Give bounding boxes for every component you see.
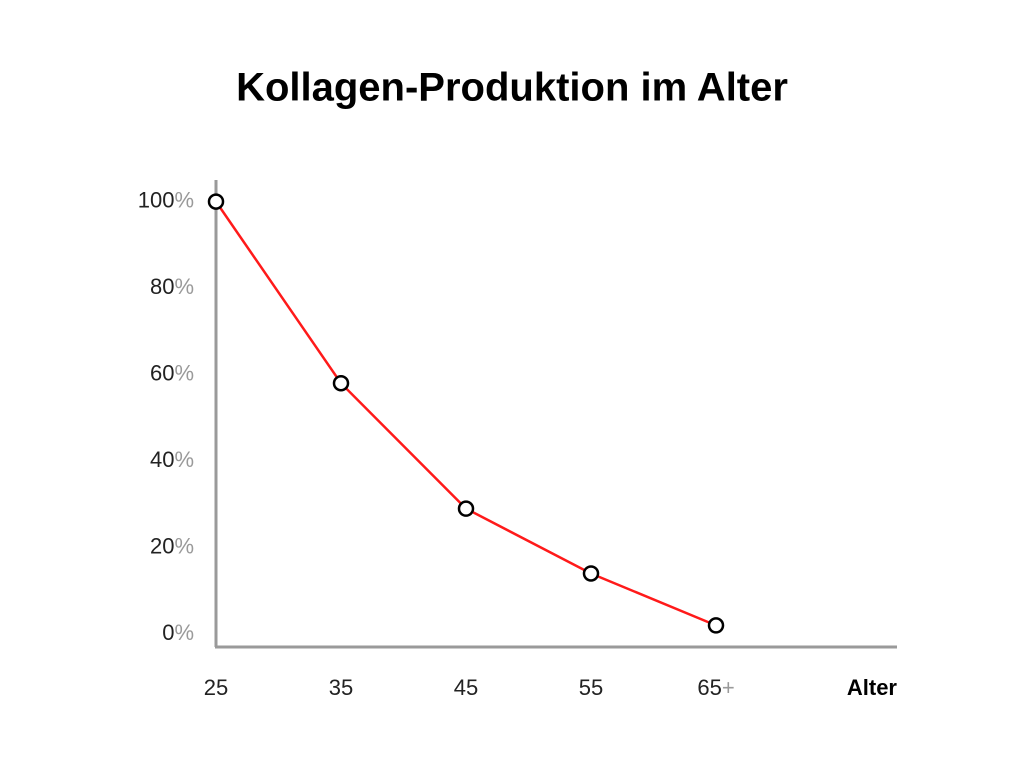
x-axis-title: Alter xyxy=(847,675,898,700)
y-tick-label: 100% xyxy=(138,187,194,212)
chart-title: Kollagen-Produktion im Alter xyxy=(236,66,788,110)
y-tick-label: 40% xyxy=(150,447,194,472)
data-line xyxy=(214,200,717,627)
data-point xyxy=(332,374,350,392)
x-tick-label: 55 xyxy=(579,675,603,700)
y-tick-label: 20% xyxy=(150,533,194,558)
y-tick-label: 80% xyxy=(150,274,194,299)
y-tick-label: 0% xyxy=(162,620,194,645)
x-tick-label: 25 xyxy=(204,675,228,700)
data-point xyxy=(707,617,725,634)
y-tick-label: 60% xyxy=(150,360,194,385)
data-point xyxy=(457,500,475,517)
data-point xyxy=(207,193,225,210)
x-tick-label: 35 xyxy=(329,675,353,700)
x-tick-label: 45 xyxy=(454,675,478,700)
data-point xyxy=(582,565,600,582)
x-tick-label: 65+ xyxy=(697,675,734,700)
